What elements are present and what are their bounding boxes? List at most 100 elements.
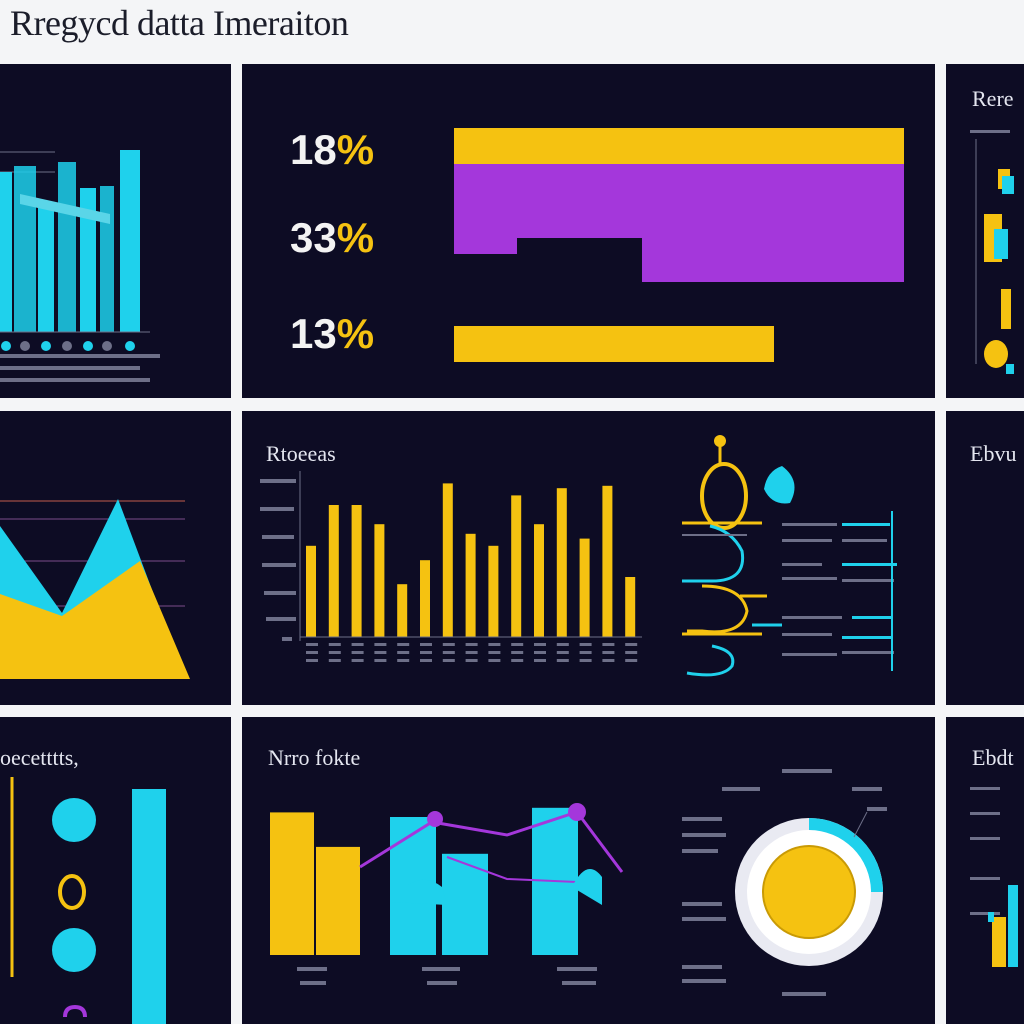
tick-mark <box>420 643 432 646</box>
bar-marker <box>62 341 72 351</box>
line-series <box>359 810 624 873</box>
tick-mark <box>420 651 432 654</box>
tick-mark <box>420 659 432 662</box>
ring-icon <box>58 874 86 910</box>
panel-3-heading: Rere <box>972 86 1014 111</box>
tick-mark <box>397 659 410 662</box>
tick-mark <box>511 643 524 646</box>
tick-mark <box>306 643 318 646</box>
bar-marker <box>1 341 11 351</box>
tick-mark <box>556 643 569 646</box>
tall-bar <box>132 789 166 1024</box>
tick-mark <box>625 643 638 646</box>
network-diagram <box>682 435 897 677</box>
tick-mark <box>534 659 546 662</box>
tick-mark <box>328 651 341 654</box>
bar <box>351 505 362 637</box>
tick-mark <box>579 651 592 654</box>
donut-slice <box>809 818 883 892</box>
line-point <box>568 803 586 821</box>
chart-panel-7: oecetttts, <box>0 717 231 1024</box>
panel-5-heading: Rtoeeas <box>266 441 336 466</box>
panel-8-heading: Nrro fokte <box>268 745 361 770</box>
tick-mark <box>465 643 478 646</box>
chart-panel-8: Nrro fokte <box>242 717 935 1024</box>
bar <box>100 186 114 332</box>
tick-mark <box>442 643 455 646</box>
bar-13 <box>454 326 774 362</box>
panel-7-heading: oecetttts, <box>0 745 79 770</box>
bar <box>442 483 453 637</box>
page-title: Rregycd datta Imeraiton <box>10 3 349 43</box>
tick-mark <box>602 659 615 662</box>
percent-label: 13% <box>290 310 374 357</box>
tick-mark <box>351 659 364 662</box>
line-point <box>427 811 443 827</box>
bar <box>58 162 76 332</box>
bar-slant <box>20 194 110 224</box>
tick-mark <box>328 643 341 646</box>
tick-mark <box>397 651 410 654</box>
bar-chart-5 <box>260 435 897 677</box>
chart-panel-3: Rere <box>946 64 1024 398</box>
tick-mark <box>328 659 341 662</box>
tick-mark <box>374 659 387 662</box>
tick-mark <box>488 643 501 646</box>
bar <box>374 524 385 637</box>
donut-chart <box>735 818 883 966</box>
chart-panel-9: Ebdt <box>946 717 1024 1024</box>
tick-mark <box>488 659 501 662</box>
tick-mark <box>511 651 524 654</box>
bar <box>328 505 339 637</box>
area-series-yellow <box>0 561 190 679</box>
donut-slice <box>763 846 855 938</box>
tick-mark <box>556 659 569 662</box>
bar <box>38 208 54 332</box>
bar <box>442 853 488 955</box>
percent-label: 33% <box>290 214 374 261</box>
mini-bar-chart-9 <box>970 787 1018 967</box>
tick-mark <box>374 643 387 646</box>
icon-panel-7 <box>10 777 166 1024</box>
panel-6-heading: Ebvu <box>970 441 1017 466</box>
bar-18 <box>454 128 904 164</box>
bar-marker <box>20 341 30 351</box>
bar <box>306 545 316 637</box>
tick-mark <box>579 643 592 646</box>
tick-mark <box>351 651 364 654</box>
tick-mark <box>442 659 455 662</box>
panel-9-heading: Ebdt <box>972 745 1014 770</box>
bar <box>579 538 590 637</box>
bar-marker <box>125 341 135 351</box>
circle-icon <box>52 928 96 972</box>
chart-panel-2: 18% 33% 13% <box>242 64 935 398</box>
bar <box>0 172 12 332</box>
chart-panel-1 <box>0 64 231 398</box>
bar <box>625 577 636 637</box>
percent-label: 18% <box>290 126 374 173</box>
tick-mark <box>579 659 592 662</box>
tick-mark <box>442 651 455 654</box>
tick-mark <box>351 643 364 646</box>
tick-mark <box>556 651 569 654</box>
tick-mark <box>465 659 478 662</box>
bar-marker <box>83 341 93 351</box>
tick-mark <box>306 651 318 654</box>
tick-mark <box>488 651 501 654</box>
tick-mark <box>534 643 546 646</box>
tick-mark <box>602 651 615 654</box>
bar <box>397 584 408 637</box>
tick-mark <box>625 659 638 662</box>
tick-mark <box>306 659 318 662</box>
tick-mark <box>602 643 615 646</box>
bar-chart-1 <box>0 150 160 382</box>
bar-marker <box>102 341 112 351</box>
bar <box>602 485 613 637</box>
area-chart <box>0 499 190 679</box>
chart-panel-5: Rtoeeas <box>242 411 935 705</box>
bar <box>511 495 522 637</box>
bar <box>120 150 140 332</box>
tick-mark <box>625 651 638 654</box>
circle-icon <box>52 798 96 842</box>
chart-panel-6: Ebvu <box>946 411 1024 705</box>
